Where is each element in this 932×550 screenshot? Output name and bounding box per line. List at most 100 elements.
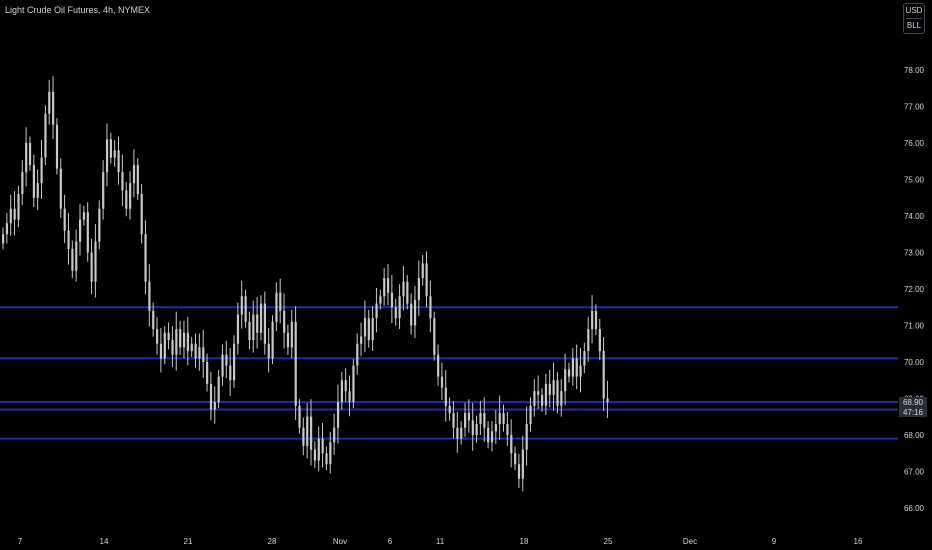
- time-tick-label: 16: [854, 537, 863, 546]
- candle: [175, 311, 178, 371]
- last-price-value: 68.90: [903, 398, 924, 407]
- candle: [279, 278, 282, 324]
- candle: [233, 335, 236, 388]
- candle: [302, 417, 305, 456]
- candle: [129, 171, 132, 220]
- last-price-badge: [899, 397, 927, 407]
- time-axis[interactable]: 7 14 21 28 Nov 6 11 18 25 Dec 9 16: [0, 532, 898, 550]
- countdown-badge: [899, 407, 927, 417]
- candle: [571, 348, 574, 386]
- currency-unit-button[interactable]: USD BLL: [903, 3, 925, 34]
- candle: [40, 140, 43, 199]
- price-tick-label: 71.00: [904, 322, 925, 331]
- unit-label: BLL: [906, 21, 922, 30]
- candle: [36, 169, 39, 211]
- candle: [433, 311, 436, 361]
- candle: [5, 213, 9, 244]
- price-tick-label: 70.00: [904, 358, 925, 367]
- candle: [510, 419, 513, 468]
- candle: [182, 320, 186, 359]
- candle: [171, 326, 174, 368]
- candle: [587, 317, 590, 362]
- candle: [460, 421, 463, 445]
- candle: [541, 388, 544, 412]
- candle: [487, 421, 490, 449]
- price-axis[interactable]: 78.00 77.00 76.00 75.00 74.00 73.00 72.00 71.00…: [898, 0, 932, 532]
- candle: [379, 289, 382, 310]
- candle: [75, 229, 78, 282]
- candle: [402, 266, 405, 311]
- time-tick-label: 11: [436, 537, 445, 546]
- candle: [452, 401, 455, 439]
- candle: [425, 251, 428, 308]
- candle: [286, 324, 290, 355]
- candle: [209, 371, 213, 421]
- time-tick-label: Dec: [683, 537, 697, 546]
- candle: [67, 213, 70, 265]
- candle: [498, 395, 501, 440]
- candle: [387, 264, 390, 306]
- candle: [437, 344, 440, 386]
- candle: [544, 373, 548, 415]
- price-tick-label: 74.00: [904, 212, 925, 221]
- time-tick-label: Nov: [333, 537, 347, 546]
- candle: [360, 322, 363, 357]
- price-tick-label: 67.00: [904, 468, 925, 477]
- candle: [471, 402, 474, 451]
- currency-divider: [906, 18, 922, 19]
- candle: [136, 158, 139, 201]
- candle: [413, 286, 417, 338]
- candle: [186, 317, 189, 366]
- candle: [44, 105, 47, 166]
- candle: [594, 304, 598, 336]
- candle: [159, 328, 163, 373]
- price-tick-label: 72.00: [904, 285, 925, 294]
- candle: [98, 200, 101, 250]
- candle: [213, 386, 216, 424]
- candle: [217, 370, 220, 409]
- candle: [167, 322, 170, 350]
- candle: [375, 287, 378, 333]
- candle: [325, 446, 328, 471]
- candle: [529, 397, 532, 432]
- candle: [344, 368, 347, 403]
- candlestick-chart[interactable]: [0, 0, 898, 532]
- candle: [429, 280, 432, 333]
- time-tick-label: 7: [18, 537, 23, 546]
- candle: [310, 399, 313, 466]
- candle: [86, 202, 89, 262]
- candle: [221, 344, 224, 386]
- candle: [356, 333, 359, 375]
- candle: [140, 183, 143, 244]
- candle: [556, 371, 559, 414]
- candle: [340, 371, 343, 410]
- candle: [521, 435, 524, 492]
- candle: [190, 337, 193, 357]
- candle: [82, 205, 86, 226]
- candle: [275, 282, 278, 332]
- candle: [248, 311, 251, 350]
- candle: [398, 284, 401, 330]
- candle: [206, 353, 209, 392]
- candle: [394, 298, 397, 326]
- candle: [352, 359, 355, 409]
- candle: [59, 158, 62, 218]
- candle: [591, 295, 594, 344]
- candle: [79, 203, 82, 256]
- time-tick-label: 9: [772, 537, 777, 546]
- candle: [117, 136, 120, 185]
- candle: [479, 401, 482, 435]
- candle: [606, 380, 609, 418]
- candle: [494, 410, 497, 444]
- price-tick-label: 75.00: [904, 176, 925, 185]
- candle: [48, 79, 51, 125]
- candle: [560, 379, 563, 417]
- candle: [290, 309, 293, 359]
- candle: [383, 267, 386, 306]
- candle: [52, 76, 55, 139]
- candle: [102, 160, 105, 220]
- symbol-title[interactable]: Light Crude Oil Futures, 4h, NYMEX: [5, 5, 151, 15]
- price-tick-label: 68.00: [904, 431, 925, 440]
- candle: [537, 375, 540, 409]
- candle: [598, 318, 601, 361]
